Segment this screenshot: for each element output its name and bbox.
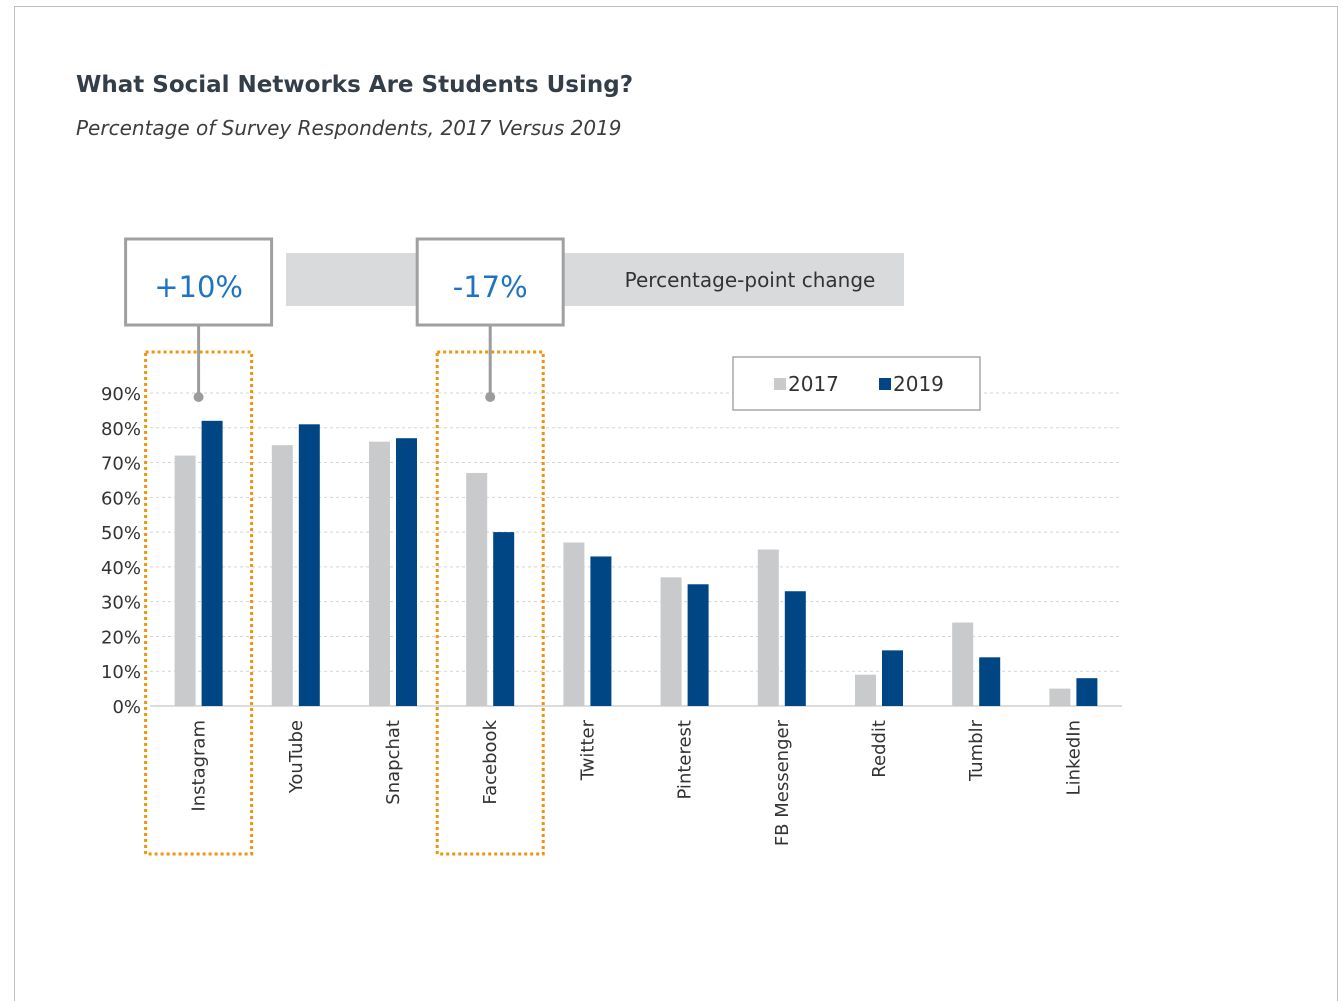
x-tick-label-linkedin: LinkedIn xyxy=(1063,720,1084,795)
bars xyxy=(174,420,1098,706)
bar-twitter-2017 xyxy=(563,542,585,706)
bar-snapchat-2019 xyxy=(396,438,417,706)
bar-tumblr-2019 xyxy=(979,657,1001,706)
x-tick-label-tumblr: Tumblr xyxy=(966,719,987,782)
gridlines xyxy=(150,392,1122,707)
change-value-instagram: +10% xyxy=(154,270,243,304)
x-tick-label-snapchat: Snapchat xyxy=(383,720,404,805)
x-tick-label-fb-messenger: FB Messenger xyxy=(772,719,793,846)
y-tick-label: 60% xyxy=(101,488,141,509)
bar-facebook-2019 xyxy=(493,532,515,706)
y-tick-label: 50% xyxy=(101,523,141,544)
legend-swatch-2019[interactable] xyxy=(879,378,891,390)
legend-swatch-2017[interactable] xyxy=(774,378,786,390)
bar-linkedin-2017 xyxy=(1049,688,1071,706)
y-axis: 0% 10% 20% 30% 40% 50% 60% 70% 80% 90% xyxy=(101,384,141,718)
change-callout-facebook xyxy=(415,237,565,327)
bar-reddit-2017 xyxy=(855,674,876,706)
legend[interactable]: 2017 2019 xyxy=(732,356,981,411)
bar-pinterest-2017 xyxy=(660,577,682,706)
chart-title: What Social Networks Are Students Using? xyxy=(76,72,634,98)
bar-instagram-2019 xyxy=(201,420,223,706)
x-tick-label-twitter: Twitter xyxy=(577,719,598,781)
bar-fb-messenger-2019 xyxy=(784,591,806,706)
chart-frame xyxy=(14,6,1338,1001)
callout-dot-facebook xyxy=(485,392,496,402)
x-tick-label-reddit: Reddit xyxy=(869,720,890,778)
y-tick-label: 20% xyxy=(101,627,141,648)
highlight-boxes xyxy=(144,350,545,856)
bar-twitter-2019 xyxy=(590,556,612,706)
y-tick-label: 90% xyxy=(101,384,141,405)
bar-pinterest-2019 xyxy=(687,584,709,706)
x-tick-label-youtube: YouTube xyxy=(286,720,307,794)
x-axis: Instagram YouTube Snapchat Facebook Twitter P… xyxy=(189,719,1085,846)
y-tick-label: 40% xyxy=(101,558,141,579)
x-tick-label-pinterest: Pinterest xyxy=(675,720,696,800)
change-value-facebook: -17% xyxy=(453,270,528,304)
change-callouts: +10% -17% xyxy=(124,237,565,402)
bar-tumblr-2017 xyxy=(952,622,974,706)
y-tick-label: 70% xyxy=(101,454,141,475)
y-tick-label: 30% xyxy=(101,593,141,614)
x-tick-label-facebook: Facebook xyxy=(480,719,501,804)
change-band xyxy=(286,253,904,306)
bar-fb-messenger-2017 xyxy=(757,549,779,706)
bar-snapchat-2017 xyxy=(369,441,390,706)
highlight-box-instagram xyxy=(144,350,254,856)
change-band-label: Percentage-point change xyxy=(625,268,876,292)
bar-reddit-2019 xyxy=(882,650,903,706)
bar-facebook-2017 xyxy=(466,472,488,706)
legend-label-2017[interactable]: 2017 xyxy=(788,372,839,396)
bar-instagram-2017 xyxy=(174,455,196,706)
y-tick-label: 10% xyxy=(101,662,141,683)
chart-subtitle: Percentage of Survey Respondents, 2017 V… xyxy=(76,116,622,140)
bar-linkedin-2019 xyxy=(1076,678,1098,706)
y-tick-label: 80% xyxy=(101,419,141,440)
highlight-box-facebook xyxy=(435,350,545,856)
bar-youtube-2019 xyxy=(298,424,320,706)
legend-label-2019[interactable]: 2019 xyxy=(893,372,944,396)
callout-dot-instagram xyxy=(193,392,204,402)
bar-youtube-2017 xyxy=(271,445,293,706)
x-tick-label-instagram: Instagram xyxy=(189,720,210,812)
change-callout-instagram xyxy=(124,237,274,327)
y-tick-label: 0% xyxy=(112,697,141,718)
